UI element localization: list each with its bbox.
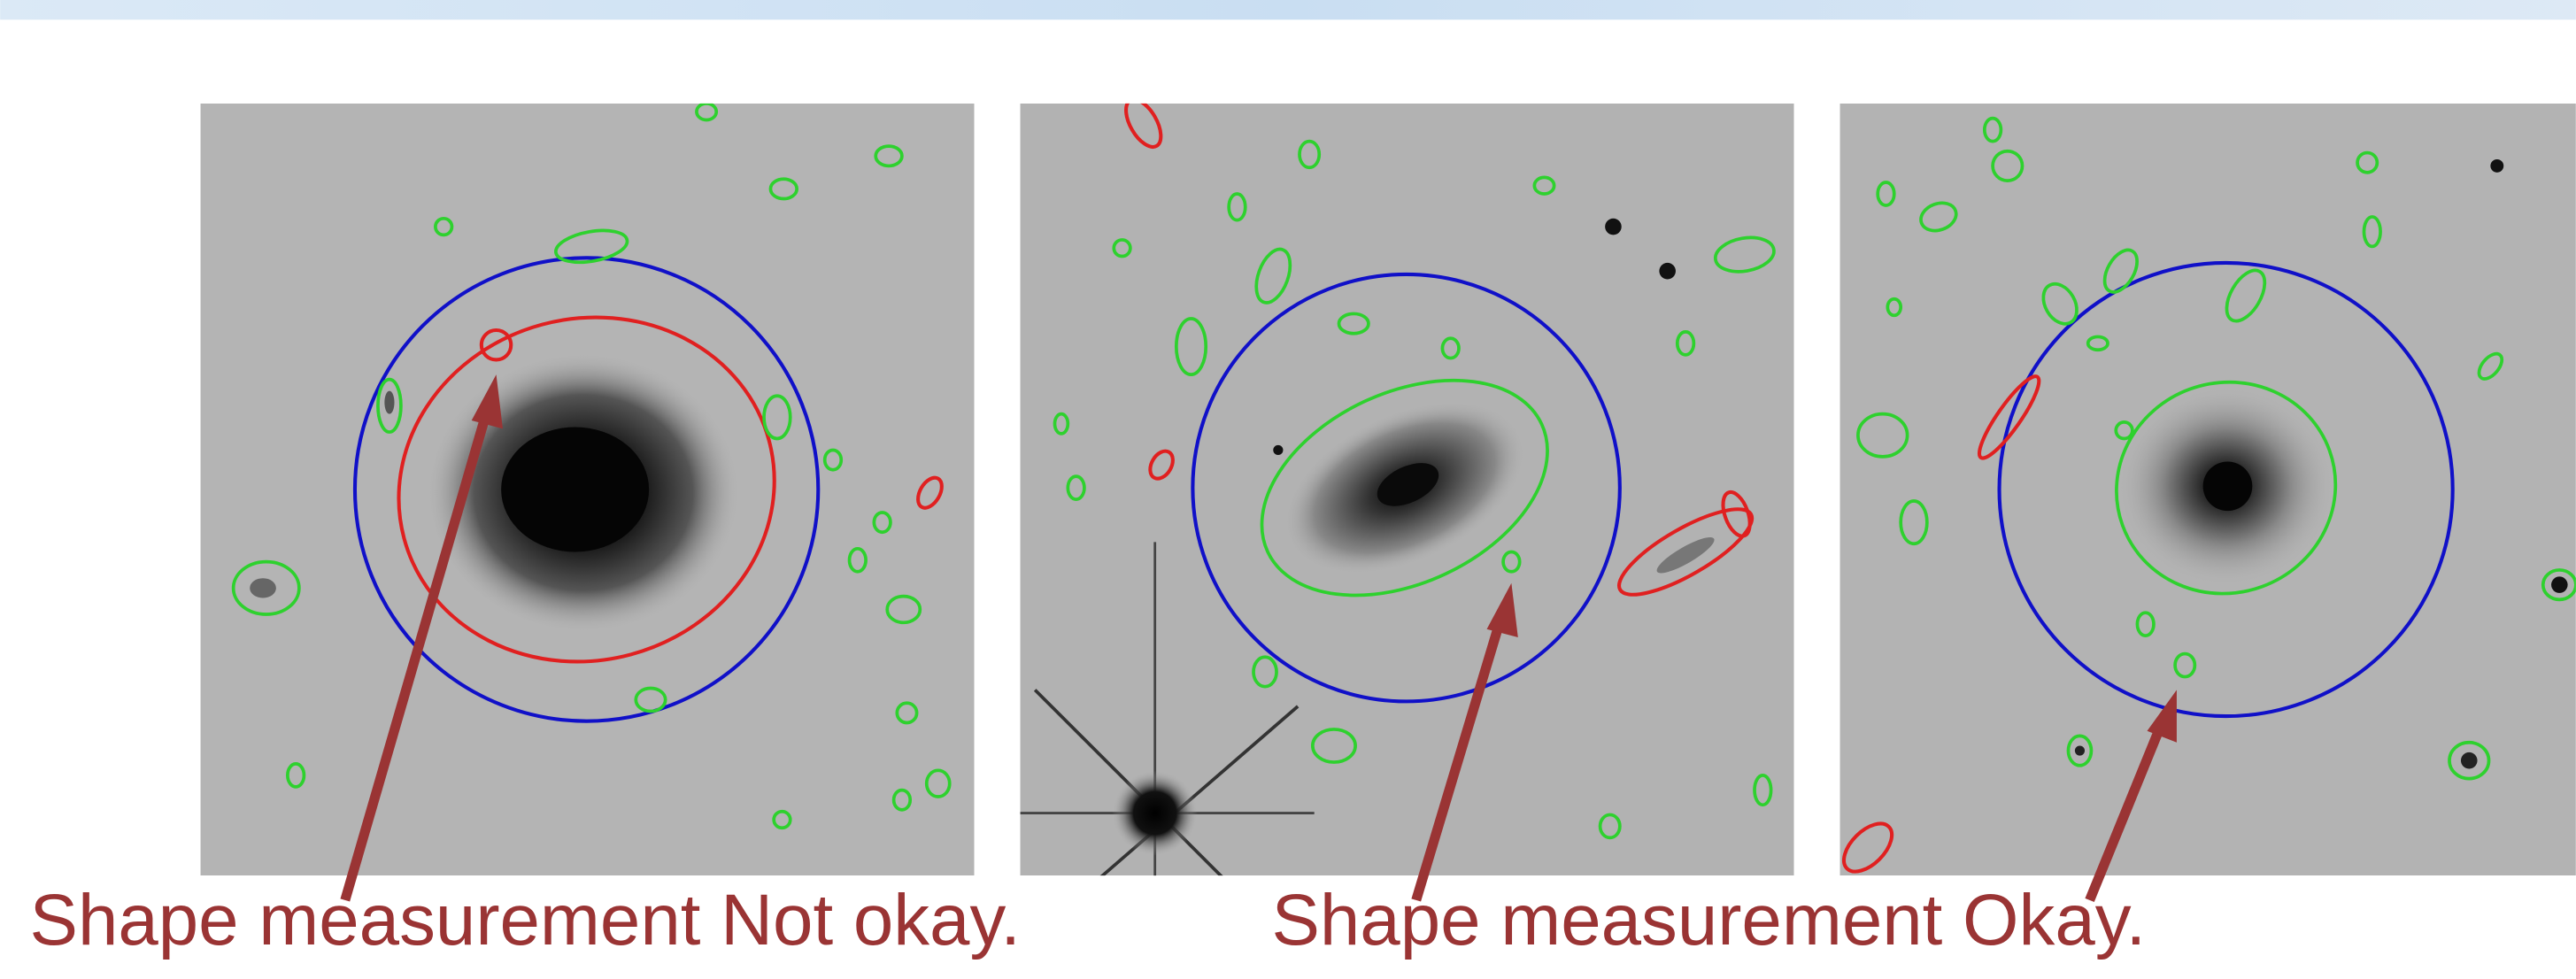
image-panel	[1021, 94, 1794, 979]
image-panel	[1835, 104, 2576, 880]
slide: Shape measurement Not okay. Shape measur…	[0, 0, 2576, 979]
image-panel	[201, 104, 975, 875]
top-band	[0, 0, 2576, 19]
caption: Shape measurement Okay.	[1271, 880, 2146, 960]
caption: Shape measurement Not okay.	[30, 880, 1021, 960]
page: Shape measurement Not okay. Shape measur…	[0, 0, 2576, 979]
